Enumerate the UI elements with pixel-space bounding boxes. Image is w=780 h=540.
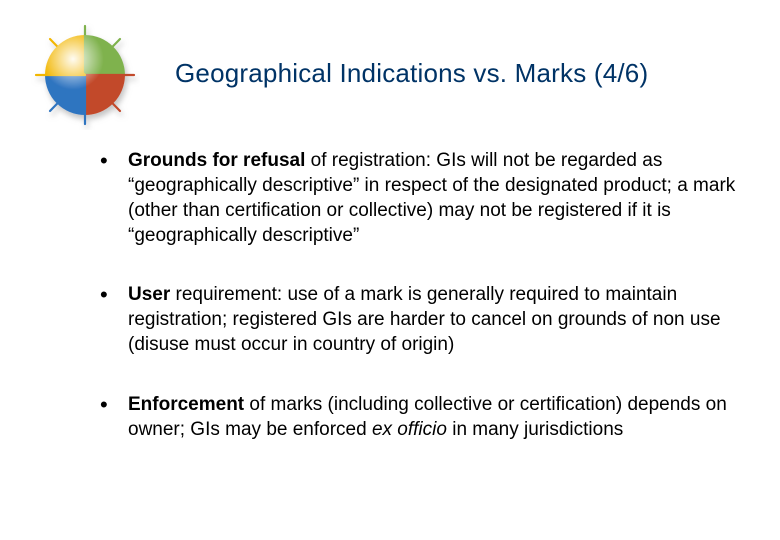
bullet-lead: Grounds for refusal bbox=[128, 150, 305, 171]
bullet-italic: ex officio bbox=[372, 419, 447, 440]
slide-title: Geographical Indications vs. Marks (4/6) bbox=[175, 58, 770, 89]
bullet-item: User requirement: use of a mark is gener… bbox=[92, 282, 750, 357]
bullet-item: Enforcement of marks (including collecti… bbox=[92, 392, 750, 442]
slide-body: Grounds for refusal of registration: GIs… bbox=[92, 148, 750, 476]
bullet-text: in many jurisdictions bbox=[447, 419, 623, 440]
bullet-lead: User bbox=[128, 284, 170, 305]
bullet-text: requirement: use of a mark is generally … bbox=[128, 284, 721, 355]
slide-logo bbox=[30, 20, 140, 130]
bullet-lead: Enforcement bbox=[128, 394, 244, 415]
bullet-item: Grounds for refusal of registration: GIs… bbox=[92, 148, 750, 248]
